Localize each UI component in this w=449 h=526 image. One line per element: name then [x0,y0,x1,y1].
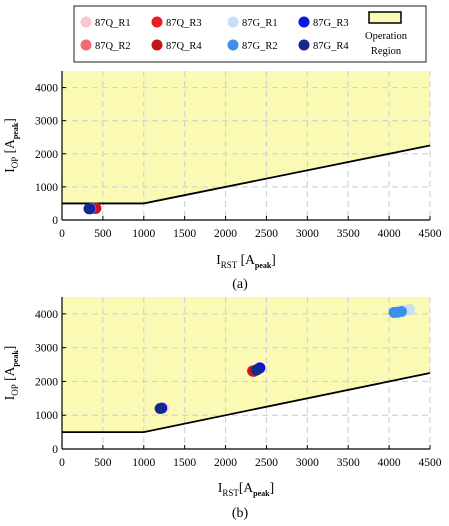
y-axis-label: IOP [Apeak] [2,346,20,401]
y-tick-label: 0 [52,444,58,456]
legend-entry-87q-r1: 87Q_R1 [80,16,131,29]
data-point-87g-r4 [83,203,95,215]
x-tick-label: 3000 [296,457,319,469]
legend-marker [80,16,92,28]
x-tick-label: 4000 [378,228,401,240]
x-tick-label: 1000 [132,457,155,469]
legend-marker [80,39,92,51]
panel-caption: (b) [232,506,249,521]
legend-marker [298,39,310,51]
y-tick-label: 3000 [35,116,58,128]
x-tick-label: 0 [59,228,65,240]
x-tick-label: 500 [94,228,112,240]
x-tick-label: 3500 [337,228,360,240]
legend-box [73,5,427,63]
legend-label: 87G_R4 [313,41,349,52]
x-tick-label: 3000 [296,228,319,240]
legend-label: 87G_R2 [242,41,278,52]
y-tick-label: 1000 [35,182,58,194]
x-tick-label: 4000 [378,457,401,469]
x-tick-label: 4500 [419,228,442,240]
legend-entry-87g-r4: 87G_R4 [298,39,349,52]
legend-entry-87g-r2: 87G_R2 [227,39,278,52]
legend-label: 87Q_R1 [95,18,131,29]
y-tick-label: 0 [52,215,58,227]
legend-entry-87q-r2: 87Q_R2 [80,39,131,52]
legend-label: 87G_R1 [242,18,278,29]
operation-region [62,71,430,204]
y-tick-label: 1000 [35,410,58,422]
legend-marker [298,16,310,28]
legend-operation-region-label-1: Operation [365,31,408,42]
x-tick-label: 4500 [419,457,442,469]
x-tick-label: 1000 [132,228,155,240]
legend-entry-87g-r1: 87G_R1 [227,16,278,29]
x-axis-label: IRST[Apeak] [218,480,274,498]
y-axis-label: IOP [Apeak] [2,118,20,173]
x-axis-label: IRST [Apeak] [216,252,276,270]
legend-label: 87Q_R4 [166,41,202,52]
x-tick-label: 500 [94,457,112,469]
legend-label: 87G_R3 [313,18,349,29]
chart-panel-b: 0 500 1000 1500 2000 2500 3000 3500 4000 4500 0 100… [2,297,442,521]
y-tick-label: 4000 [35,309,58,321]
panel-caption: (a) [232,277,248,292]
x-tick-label: 2500 [255,228,278,240]
legend-label: 87Q_R2 [95,41,131,52]
x-tick-label: 1500 [173,457,196,469]
legend-label: 87Q_R3 [166,18,202,29]
legend-operation-region-swatch [368,11,402,24]
y-tick-label: 4000 [35,83,58,95]
x-tick-label: 0 [59,457,65,469]
legend-entry-87q-r3: 87Q_R3 [151,16,202,29]
operation-region [62,297,430,433]
data-point-87g-r4 [251,364,263,376]
x-tick-label: 2000 [214,228,237,240]
characteristic-line [62,372,431,434]
y-tick-label: 3000 [35,343,58,355]
legend-marker [151,16,163,28]
legend-marker [151,39,163,51]
legend: 87Q_R1 87Q_R2 87Q_R3 87Q_R4 87G_R1 87G_R2 87G_… [73,5,427,63]
x-tick-label: 2000 [214,457,237,469]
legend-marker [227,39,239,51]
legend-entry-87g-r3: 87G_R3 [298,16,349,29]
legend-operation-region-label-2: Region [371,46,402,57]
chart-panel-a: 0 500 1000 1500 2000 2500 3000 3500 4000 4500 0 100… [2,71,442,292]
legend-entry-87q-r4: 87Q_R4 [151,39,202,52]
y-tick-label: 2000 [35,149,58,161]
x-tick-label: 1500 [173,228,196,240]
x-tick-label: 3500 [337,457,360,469]
x-tick-label: 2500 [255,457,278,469]
data-point-87g-r2 [388,307,400,319]
legend-marker [227,16,239,28]
data-point-87g-r4 [154,402,166,414]
legend-entries: 87Q_R1 87Q_R2 87Q_R3 87Q_R4 87G_R1 87G_R2 87G_… [80,16,349,52]
y-tick-label: 2000 [35,376,58,388]
